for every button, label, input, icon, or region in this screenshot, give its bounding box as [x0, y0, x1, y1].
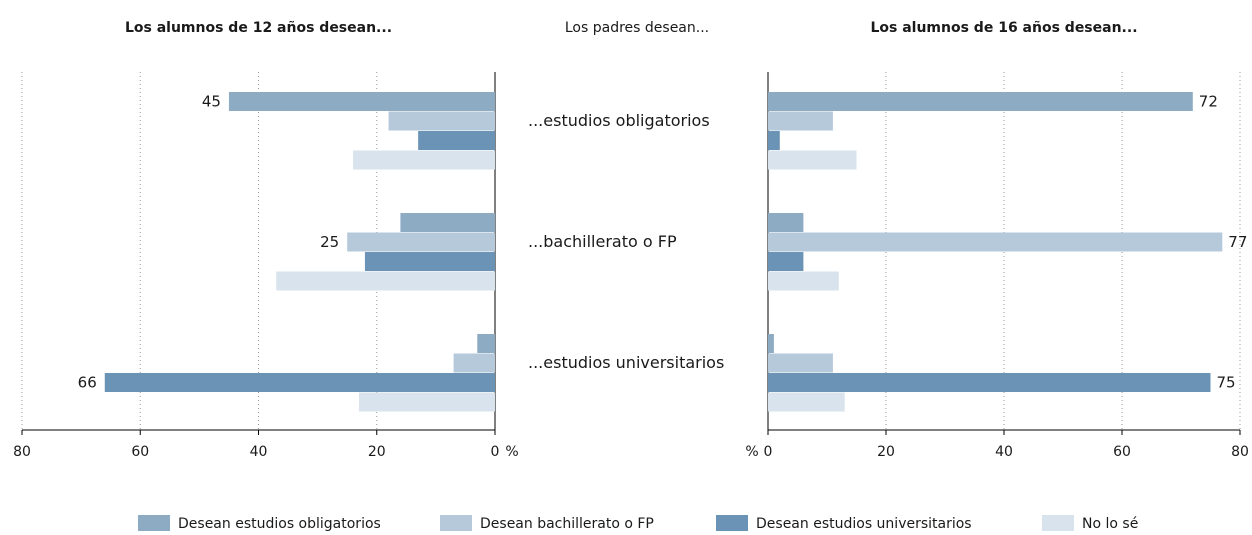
bar [276, 271, 495, 291]
legend-label: Desean estudios obligatorios [178, 516, 381, 532]
x-tick-label: 40 [995, 444, 1013, 460]
x-tick-label: 0 [491, 444, 500, 460]
bar [768, 252, 804, 271]
bar [768, 353, 833, 373]
legend-swatch [440, 515, 472, 531]
bar [477, 334, 495, 353]
panel-title: Los alumnos de 12 años desean... [125, 20, 392, 36]
bar [359, 392, 495, 412]
bar [768, 373, 1211, 392]
bar [388, 111, 495, 131]
legend-swatch [716, 515, 748, 531]
value-label: 25 [320, 233, 339, 251]
bar [400, 213, 495, 232]
value-label: 72 [1199, 92, 1218, 110]
legend-swatch [1042, 515, 1074, 531]
bar [768, 392, 845, 412]
bar [228, 92, 495, 111]
category-label: ...estudios universitarios [528, 353, 724, 372]
legend-label: Desean bachillerato o FP [480, 516, 654, 532]
bar [347, 232, 495, 252]
value-label: 75 [1217, 373, 1236, 391]
bar [768, 92, 1193, 111]
legend-swatch [138, 515, 170, 531]
x-tick-label: 80 [13, 444, 31, 460]
x-tick-label: 40 [250, 444, 268, 460]
bar [418, 131, 495, 150]
x-tick-label: 60 [131, 444, 149, 460]
category-label: ...estudios obligatorios [528, 111, 710, 130]
bar [768, 131, 780, 150]
bar [768, 111, 833, 131]
center-title: Los padres desean... [565, 20, 709, 36]
bar [768, 271, 839, 291]
axis-unit: % [745, 444, 758, 460]
axis-unit: % [505, 444, 518, 460]
bar [364, 252, 495, 271]
value-label: 77 [1228, 233, 1247, 251]
x-tick-label: 20 [368, 444, 386, 460]
legend-label: Desean estudios universitarios [756, 516, 972, 532]
panel-title: Los alumnos de 16 años desean... [870, 20, 1137, 36]
x-tick-label: 60 [1113, 444, 1131, 460]
x-tick-label: 80 [1231, 444, 1249, 460]
category-label: ...bachillerato o FP [528, 232, 677, 251]
bar [768, 150, 857, 170]
value-label: 45 [202, 92, 221, 110]
bar [104, 373, 496, 392]
value-label: 66 [78, 373, 97, 391]
x-tick-label: 0 [764, 444, 773, 460]
bar [768, 213, 804, 232]
bar [768, 334, 774, 353]
bar [353, 150, 495, 170]
bar [768, 232, 1223, 252]
x-tick-label: 20 [877, 444, 895, 460]
legend-label: No lo sé [1082, 516, 1138, 532]
bar [453, 353, 495, 373]
